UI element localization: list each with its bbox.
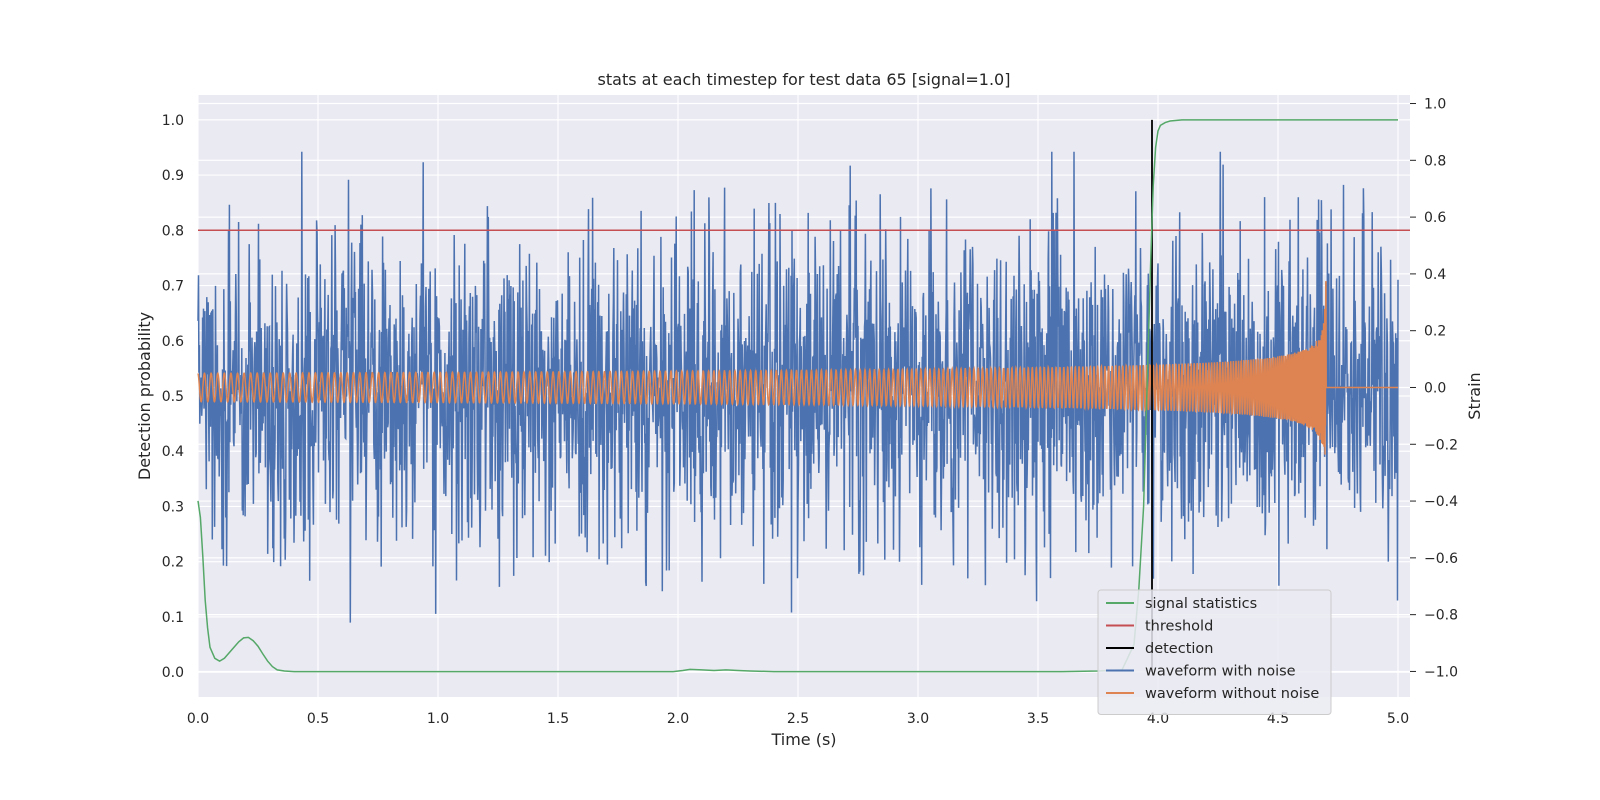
y-tick-label: 0.8 (162, 223, 184, 239)
x-tick-label: 5.0 (1387, 711, 1409, 727)
y-right-tick-label: 0.0 (1424, 380, 1446, 396)
x-tick-label: 2.0 (667, 711, 689, 727)
y-tick-label: 0.6 (162, 334, 184, 350)
legend-label: threshold (1145, 619, 1213, 635)
y-tick-label: 0.1 (162, 610, 184, 626)
y-tick-label: 1.0 (162, 113, 184, 129)
y-axis-label: Detection probability (135, 312, 154, 480)
y-right-tick-label: −1.0 (1424, 664, 1458, 680)
legend-label: waveform without noise (1145, 686, 1319, 702)
y-tick-label: 0.5 (162, 389, 184, 405)
y-tick-label: 0.0 (162, 665, 184, 681)
y-right-tick-label: −0.6 (1424, 551, 1458, 567)
x-tick-label: 2.5 (787, 711, 809, 727)
y-tick-label: 0.4 (162, 444, 184, 460)
y-right-tick-label: −0.2 (1424, 437, 1458, 453)
y-right-tick-label: 0.8 (1424, 153, 1446, 169)
y-right-tick-label: −0.8 (1424, 608, 1458, 624)
legend: signal statistics threshold detection wavef… (1097, 589, 1332, 715)
y-right-tick-label: 0.2 (1424, 324, 1446, 340)
y-right-tick-label: 0.6 (1424, 210, 1446, 226)
legend-label: detection (1145, 641, 1213, 657)
axis-ticks: 0.0 0.5 1.0 1.5 2.0 2.5 3.0 3.5 4.0 4.5 5.00.00.10… (162, 97, 1458, 727)
x-tick-label: 1.0 (427, 711, 449, 727)
x-tick-label: 0.5 (307, 711, 329, 727)
x-tick-label: 0.0 (187, 711, 209, 727)
x-tick-label: 1.5 (547, 711, 569, 727)
series-line-signal-statistics (197, 119, 1398, 673)
y-tick-label: 0.9 (162, 168, 184, 184)
legend-box (1097, 589, 1332, 715)
series-line-waveform-with-noise (197, 151, 1399, 623)
legend-label: waveform with noise (1145, 664, 1296, 680)
chart-title: stats at each timestep for test data 65 … (598, 70, 1011, 89)
x-axis-label: Time (s) (770, 730, 836, 749)
legend-label: signal statistics (1145, 596, 1257, 612)
y-axis-label-right: Strain (1465, 372, 1484, 419)
y-tick-label: 0.7 (162, 279, 184, 295)
series-line-waveform-without-noise (197, 281, 1398, 455)
series-layer (197, 119, 1410, 673)
y-right-tick-label: 0.4 (1424, 267, 1446, 283)
y-tick-label: 0.3 (162, 499, 184, 515)
x-tick-label: 3.5 (1027, 711, 1049, 727)
y-tick-label: 0.2 (162, 555, 184, 571)
x-tick-label: 3.0 (907, 711, 929, 727)
y-right-tick-label: 1.0 (1424, 97, 1446, 113)
y-right-tick-label: −0.4 (1424, 494, 1458, 510)
